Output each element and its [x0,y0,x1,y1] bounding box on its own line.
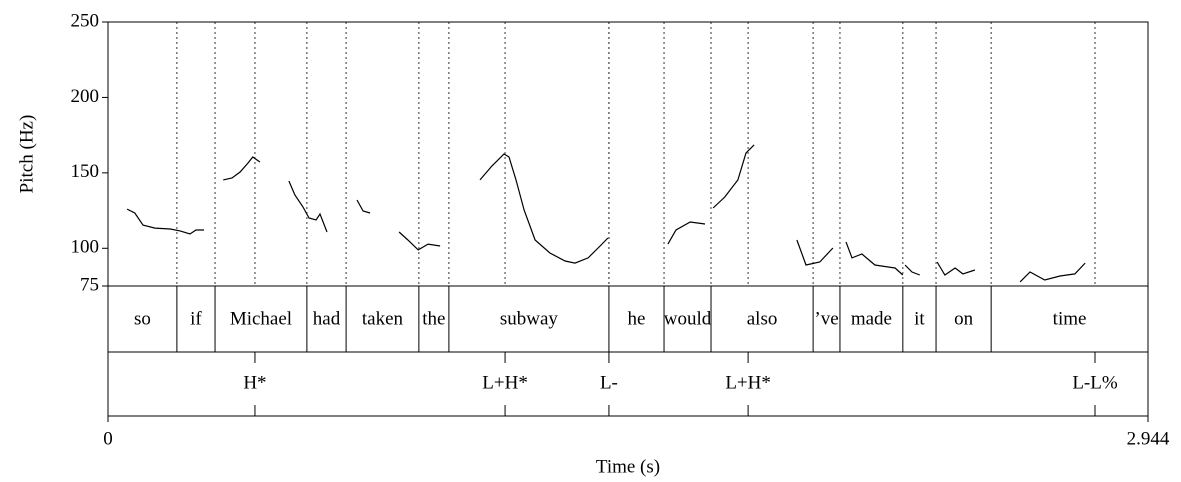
pitch-contour [936,261,976,276]
word-label: ’ve [814,308,838,329]
tone-label: H* [243,372,266,393]
word-label: taken [362,308,404,329]
word-label: Michael [230,308,292,329]
tone-label: L- [600,372,618,393]
pitch-contour [904,264,921,276]
y-tick-label: 250 [71,10,100,31]
x-tick-label: 2.944 [1127,428,1170,449]
pitch-contour [845,241,904,276]
word-label: the [422,308,445,329]
word-label: time [1053,308,1087,329]
word-label: it [914,308,925,329]
pitch-contour [479,153,609,264]
pitch-contour [126,208,205,235]
pitch-contour [712,144,755,209]
y-axis-label: Pitch (Hz) [16,115,37,194]
x-tick-label: 0 [103,428,113,449]
pitch-contour [1019,262,1086,283]
tone-label: L-L% [1072,372,1118,393]
y-tick-label: 75 [80,274,99,295]
y-tick-label: 100 [71,237,100,258]
word-label: if [190,308,202,329]
word-label: also [747,308,778,329]
word-label: made [851,308,892,329]
y-tick-label: 200 [71,86,100,107]
pitch-contour [356,199,371,214]
pitch-contour [288,180,328,233]
word-label: he [628,308,646,329]
word-label: subway [500,308,559,329]
frame [107,21,1149,417]
pitch-contour [667,221,706,245]
word-label: so [134,308,151,329]
pitch-contour [398,231,441,251]
pitch-contour [796,239,834,266]
pitch-contour [223,156,261,181]
x-axis-label: Time (s) [596,456,660,477]
word-label: on [954,308,974,329]
tone-label: L+H* [482,372,528,393]
word-label: had [313,308,341,329]
tone-label: L+H* [725,372,771,393]
word-label: would [664,308,712,329]
y-tick-label: 150 [71,161,100,182]
